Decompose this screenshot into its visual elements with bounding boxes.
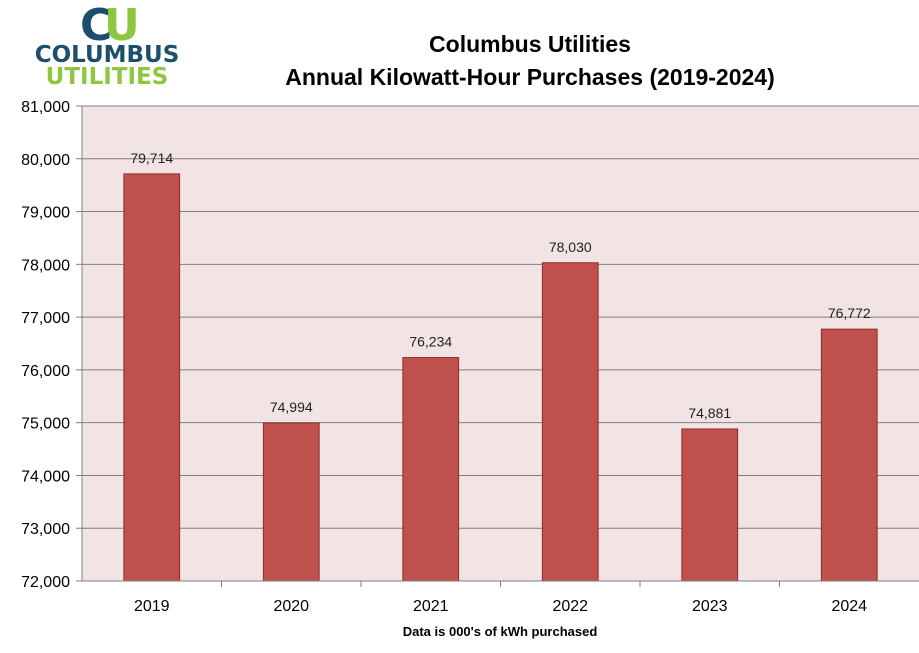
y-tick-label: 81,000: [21, 99, 70, 116]
x-tick-label: 2024: [831, 598, 867, 615]
data-label-2022: 78,030: [549, 239, 592, 255]
y-axis-ticks: 72,000 73,000 74,000 75,000 76,000 77,000 78,0…: [21, 99, 82, 591]
y-tick-label: 74,000: [21, 468, 70, 485]
x-axis-label: Data is 000's of kWh purchased: [403, 624, 598, 639]
bar-2023: [681, 428, 739, 582]
data-label-2024: 76,772: [828, 305, 871, 321]
bar-2021: [402, 357, 460, 582]
y-tick-label: 78,000: [21, 257, 70, 274]
x-tick-label: 2020: [273, 598, 309, 615]
plot-area: [82, 106, 919, 581]
y-tick-label: 76,000: [21, 363, 70, 380]
data-label-2020: 74,994: [270, 399, 313, 415]
y-tick-label: 80,000: [21, 152, 70, 169]
y-tick-label: 73,000: [21, 521, 70, 538]
gridlines: [82, 105, 919, 529]
y-tick-label: 75,000: [21, 416, 70, 433]
x-tick-label: 2021: [413, 598, 449, 615]
data-label-2023: 74,881: [688, 405, 731, 421]
bar-2024: [820, 328, 878, 582]
company-logo: C U COLUMBUS UTILITIES: [0, 0, 194, 96]
x-tick-label: 2023: [692, 598, 728, 615]
data-label-2021: 76,234: [409, 334, 452, 350]
bar-2019: [123, 173, 181, 582]
chart-subtitle: Annual Kilowatt-Hour Purchases (2019-202…: [285, 64, 775, 90]
x-tick-label: 2022: [552, 598, 588, 615]
x-axis-ticks: 2019 2020 2021 2022 2023 2024: [134, 581, 867, 615]
bar-2022: [541, 262, 599, 582]
data-labels: 79,714 74,994 76,234 78,030 74,881 76,772: [130, 150, 871, 421]
chart-title: Columbus Utilities: [429, 31, 631, 57]
y-tick-label: 77,000: [21, 310, 70, 327]
data-label-2019: 79,714: [130, 150, 173, 166]
bar-2020: [262, 422, 320, 582]
y-tick-label: 79,000: [21, 205, 70, 222]
bars: [123, 173, 878, 582]
logo-letter-c: C: [80, 0, 112, 51]
x-tick-label: 2019: [134, 598, 170, 615]
logo-letter-u: U: [104, 0, 140, 51]
logo-line-2: UTILITIES: [46, 64, 169, 90]
logo-line-1: COLUMBUS: [35, 42, 180, 68]
y-tick-label: 72,000: [21, 574, 70, 591]
